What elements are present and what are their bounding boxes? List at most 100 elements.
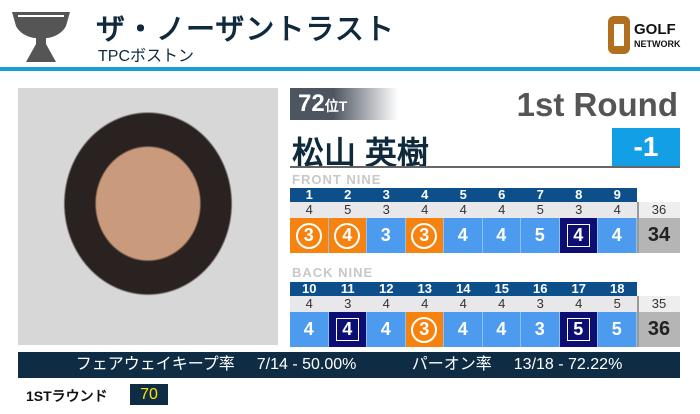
score-value: 5 (611, 319, 622, 339)
hole-par: 3 (328, 296, 367, 312)
hole-par: 4 (482, 296, 521, 312)
hole-number: 16 (521, 282, 560, 296)
player-name: 松山 英樹 (292, 135, 429, 171)
hole-number: 12 (367, 282, 406, 296)
hole-par: 4 (482, 202, 521, 218)
score-value: 5 (534, 225, 545, 245)
par-total: 35 (636, 296, 680, 312)
to-par-badge: -1 (612, 128, 680, 166)
hole-par: 4 (290, 202, 329, 218)
hole-number: 11 (328, 282, 367, 296)
score-value: 4 (496, 225, 507, 245)
front-score-row: 3 4 3 3 4 4 5 4 4 34 (290, 218, 680, 253)
hole-score-birdie: 3 (405, 218, 444, 253)
fairway-value: 7/14 - 50.00% (256, 356, 357, 373)
hole-par: 4 (290, 296, 329, 312)
back-score-row: 4 4 4 3 4 4 3 5 5 36 (290, 312, 680, 347)
rank-suffix: 位T (324, 98, 348, 114)
hole-number: 5 (444, 188, 483, 202)
hole-score-birdie: 3 (290, 218, 329, 253)
gir-stat: パーオン率 13/18 - 72.22% (412, 352, 623, 378)
hole-number: 13 (405, 282, 444, 296)
back-hole-row: 10 11 12 13 14 15 16 17 18 (290, 282, 637, 296)
hole-score-par: 3 (367, 218, 406, 253)
front-par-row: 4 5 3 4 4 4 5 3 4 36 (290, 202, 680, 218)
round-score: 70 (130, 384, 168, 405)
hole-par: 4 (598, 202, 637, 218)
score-value: 4 (611, 225, 622, 245)
hole-number: 15 (482, 282, 521, 296)
hole-par: 4 (559, 296, 598, 312)
hole-score-par: 4 (290, 312, 329, 347)
header-divider (0, 67, 700, 71)
hole-score-par: 5 (598, 312, 637, 347)
hole-score-par: 4 (482, 312, 521, 347)
hole-par: 4 (367, 296, 406, 312)
hole-score-birdie: 4 (328, 218, 367, 253)
hole-score-par: 4 (444, 218, 483, 253)
score-value: 4 (566, 224, 590, 247)
hole-par: 5 (521, 202, 560, 218)
trophy-icon (8, 8, 74, 71)
hole-number: 8 (559, 188, 598, 202)
fairway-stat: フェアウェイキープ率 7/14 - 50.00% (76, 352, 357, 378)
score-value: 3 (411, 222, 438, 249)
hole-number: 3 (367, 188, 406, 202)
score-value: 4 (380, 319, 391, 339)
back-nine-label: BACK NINE (292, 265, 374, 280)
score-value: 3 (380, 225, 391, 245)
stats-bar: フェアウェイキープ率 7/14 - 50.00% パーオン率 13/18 - 72.… (18, 352, 680, 378)
gir-label: パーオン率 (411, 356, 492, 373)
par-total: 36 (636, 202, 680, 218)
hole-score-bogey: 4 (328, 312, 367, 347)
hole-score-par: 4 (444, 312, 483, 347)
name-divider (290, 166, 680, 168)
tournament-title: ザ・ノーザントラスト (96, 14, 395, 46)
golf-network-logo: GOLF NETWORK (606, 14, 688, 56)
score-value: 4 (334, 222, 361, 249)
hole-number: 18 (598, 282, 637, 296)
score-value: 4 (335, 318, 359, 341)
hole-number: 6 (482, 188, 521, 202)
hole-score-par: 4 (367, 312, 406, 347)
score-value: 5 (566, 318, 590, 341)
hole-number: 14 (444, 282, 483, 296)
hole-number: 2 (328, 188, 367, 202)
hole-score-birdie: 3 (405, 312, 444, 347)
score-value: 4 (496, 319, 507, 339)
hole-score-bogey: 5 (559, 312, 598, 347)
venue: TPCボストン (98, 48, 195, 65)
score-value: 3 (534, 319, 545, 339)
svg-text:NETWORK: NETWORK (634, 39, 681, 49)
rank-value: 72 (298, 90, 325, 117)
hole-par: 3 (367, 202, 406, 218)
back-par-row: 4 3 4 4 4 4 3 4 5 35 (290, 296, 680, 312)
hole-par: 4 (444, 202, 483, 218)
score-total: 34 (636, 218, 680, 253)
hole-par: 5 (328, 202, 367, 218)
hole-score-par: 4 (598, 218, 637, 253)
hole-par: 3 (521, 296, 560, 312)
hole-number: 17 (559, 282, 598, 296)
hole-score-par: 5 (521, 218, 560, 253)
gir-value: 13/18 - 72.22% (513, 356, 623, 373)
hole-score-par: 3 (521, 312, 560, 347)
round-label: 1STラウンド (26, 388, 108, 404)
hole-score-par: 4 (482, 218, 521, 253)
round-title: 1st Round (516, 86, 678, 123)
score-value: 3 (295, 222, 322, 249)
hole-number: 1 (290, 188, 329, 202)
svg-text:GOLF: GOLF (634, 21, 676, 38)
hole-number: 4 (405, 188, 444, 202)
hole-par: 4 (405, 296, 444, 312)
score-total: 36 (636, 312, 680, 347)
score-value: 4 (457, 225, 468, 245)
score-value: 3 (411, 316, 438, 343)
score-value: 4 (457, 319, 468, 339)
hole-number: 9 (598, 188, 637, 202)
hole-par: 5 (598, 296, 637, 312)
hole-number: 7 (521, 188, 560, 202)
hole-par: 4 (444, 296, 483, 312)
hole-par: 3 (559, 202, 598, 218)
